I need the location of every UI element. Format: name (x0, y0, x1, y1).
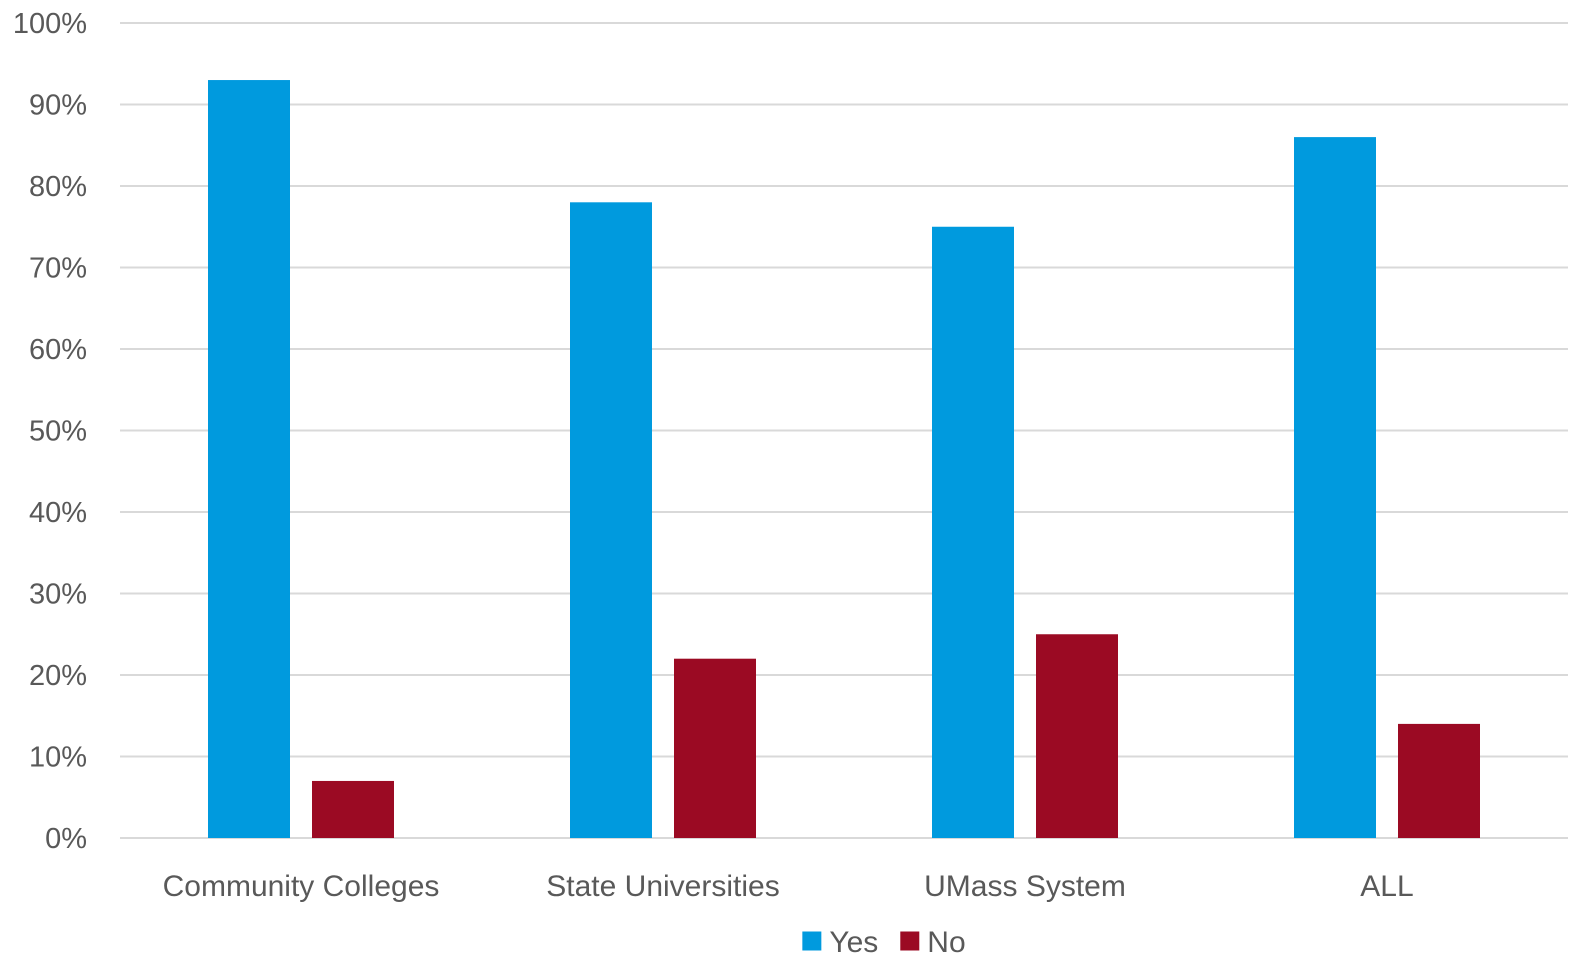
x-axis-category-labels: Community Colleges State Universities UMas… (163, 870, 1414, 903)
x-category-label: State Universities (546, 870, 779, 903)
bars (208, 80, 1480, 839)
legend-label-no: No (927, 926, 965, 959)
bar-yes-state-universities (570, 202, 652, 839)
y-tick-label: 30% (29, 579, 87, 611)
bar-no-community-colleges (312, 780, 394, 838)
bar-no-umass-system (1036, 634, 1118, 838)
x-category-label: Community Colleges (163, 870, 440, 903)
bar-no-all (1398, 723, 1480, 838)
y-tick-label: 20% (29, 660, 87, 692)
bar-no-state-universities (674, 658, 756, 838)
legend-item-yes: Yes (802, 926, 878, 959)
y-tick-label: 50% (29, 416, 87, 448)
y-tick-label: 0% (45, 823, 87, 855)
grid-layer (120, 22, 1568, 839)
bar-yes-community-colleges (208, 80, 290, 839)
legend-swatch-yes (802, 931, 822, 951)
legend-label-yes: Yes (829, 926, 878, 959)
y-tick-label: 80% (29, 171, 87, 203)
y-tick-label: 70% (29, 253, 87, 285)
y-axis-tick-labels: 0% 10% 20% 30% 40% 50% 60% 70% 80% 90% 100% (13, 8, 87, 855)
y-tick-label: 40% (29, 497, 87, 529)
x-category-label: ALL (1360, 870, 1413, 903)
x-category-label: UMass System (924, 870, 1126, 903)
legend-swatch-no (900, 931, 920, 951)
bar-yes-umass-system (932, 226, 1014, 838)
y-tick-label: 90% (29, 90, 87, 122)
legend-item-no: No (900, 926, 966, 959)
legend: Yes No (802, 926, 966, 959)
y-tick-label: 100% (13, 8, 87, 40)
y-tick-label: 60% (29, 334, 87, 366)
bar-yes-all (1294, 137, 1376, 839)
y-tick-label: 10% (29, 742, 87, 774)
